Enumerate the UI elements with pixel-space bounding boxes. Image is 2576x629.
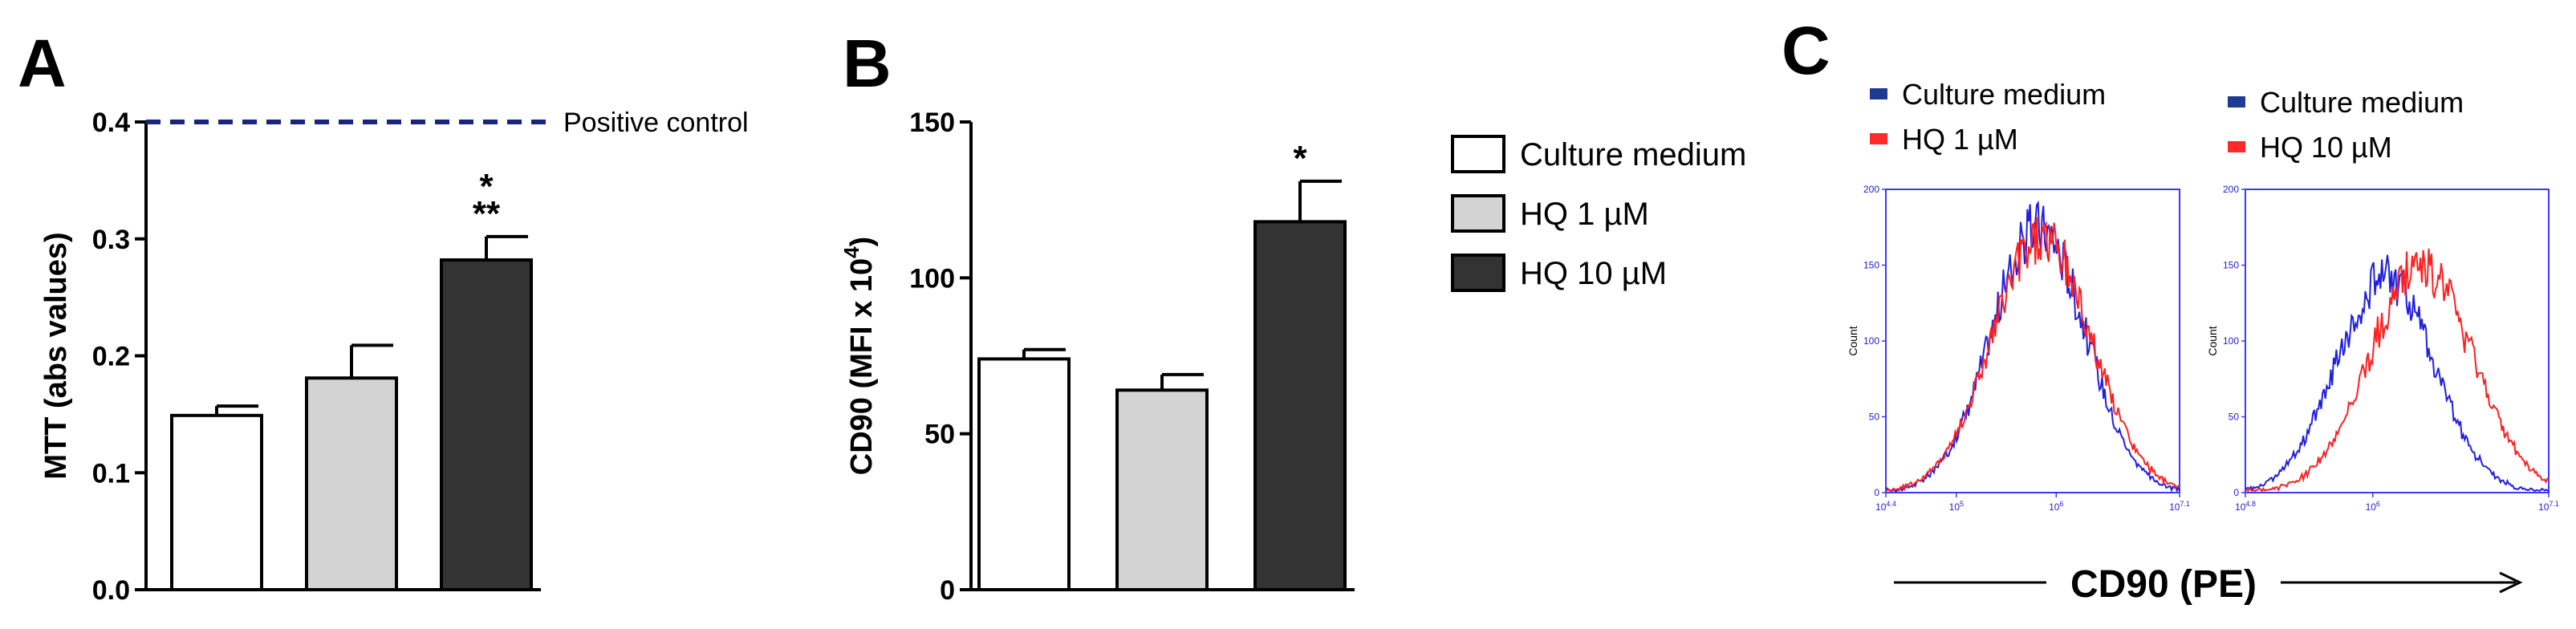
y-axis-title-end: ) xyxy=(845,237,879,247)
legend-swatch-3 xyxy=(1451,254,1505,292)
flow-y-tick-label: 50 xyxy=(1869,412,1880,423)
legend-swatch-1 xyxy=(1451,135,1505,173)
significance-mark: ** xyxy=(473,194,501,233)
flow-y-title: Count xyxy=(2206,326,2219,355)
flow-y-tick-label: 100 xyxy=(1863,335,1879,347)
flow-x-tick-exp: 6 xyxy=(2376,500,2380,508)
flow-y-title: Count xyxy=(1847,326,1859,355)
flow-x-tick-exp: 7.1 xyxy=(2180,500,2190,508)
flow-y-tick-label: 150 xyxy=(2223,260,2239,271)
flow-x-tick-label: 104.4 xyxy=(1875,500,1896,513)
y-tick-label: 50 xyxy=(924,420,955,450)
flow-y-tick-label: 0 xyxy=(2233,487,2239,498)
y-axis-title: MTT (abs values) xyxy=(39,232,73,479)
bar-2 xyxy=(1115,388,1209,591)
histogram-series-2 xyxy=(1885,217,2180,493)
panel-letter-a: A xyxy=(18,26,67,101)
y-tick-label: 0 xyxy=(940,575,955,606)
cd90-axis-title: CD90 (PE) xyxy=(2070,563,2257,606)
legend-label-1: Culture medium xyxy=(1520,137,1746,172)
flow-y-tick-label: 100 xyxy=(2223,335,2239,347)
panel-letter-c: C xyxy=(1782,13,1830,88)
y-tick-label: 0.0 xyxy=(92,575,130,606)
bar-1 xyxy=(170,413,263,592)
flow-x-tick-exp: 5 xyxy=(1960,500,1964,508)
flow-x-tick-exp: 4.4 xyxy=(1886,500,1896,508)
flow-y-tick-label: 50 xyxy=(2229,412,2240,423)
chart-a: 0.0 0.1 0.2 0.3 0.4 MTT (abs values) Positive … xyxy=(39,108,749,606)
flow-y-tick-label: 200 xyxy=(2223,184,2239,195)
flow-legend-label: Culture medium xyxy=(2260,86,2464,119)
flow-y-tick-label: 0 xyxy=(1874,487,1879,498)
positive-control-label: Positive control xyxy=(563,108,749,138)
y-tick-label: 0.4 xyxy=(92,108,130,138)
flow-x-tick-exp: 7.1 xyxy=(2549,500,2559,508)
histogram-series-2 xyxy=(2245,248,2550,493)
bar-3 xyxy=(1253,220,1347,591)
flow-legend-swatch xyxy=(2228,96,2245,108)
flow-legend-swatch xyxy=(1870,88,1887,99)
flow-legend-label: HQ 1 µM xyxy=(1902,123,2018,156)
flow-x-tick-label: 107.1 xyxy=(2169,500,2190,513)
bar-legend: Culture medium HQ 1 µM HQ 10 µM xyxy=(1451,135,1746,292)
histogram-series-1 xyxy=(2245,254,2550,493)
flow-legend-swatch xyxy=(1870,133,1887,144)
flow-legend-swatch xyxy=(2228,141,2245,152)
flow-x-tick-label: 104.8 xyxy=(2235,500,2256,513)
y-axis-title: CD90 (MFI x 104) xyxy=(839,237,879,475)
chart-b: 0 50 100 150 CD90 (MFI x 104) * xyxy=(839,108,1355,606)
flow-x-tick-label: 107.1 xyxy=(2538,500,2559,513)
flow-y-tick-label: 200 xyxy=(1863,184,1879,195)
y-axis-title-sup: 4 xyxy=(839,246,863,258)
flow-y-tick-label: 150 xyxy=(1863,260,1879,271)
y-tick-label: 150 xyxy=(909,108,955,138)
legend-label-2: HQ 1 µM xyxy=(1520,197,1649,232)
legend-label-3: HQ 10 µM xyxy=(1520,256,1667,291)
bar-2 xyxy=(305,376,398,591)
y-tick-label: 0.1 xyxy=(92,458,130,489)
significance-mark: * xyxy=(1293,139,1307,178)
flow-x-tick-exp: 6 xyxy=(2059,500,2063,508)
flow-legend-label: Culture medium xyxy=(1902,78,2106,111)
bar-1 xyxy=(977,357,1071,591)
histogram-series-1 xyxy=(1885,200,2180,493)
flow-x-tick-label: 106 xyxy=(2366,500,2380,513)
y-tick-label: 0.2 xyxy=(92,342,130,372)
flow-x-tick-exp: 4.8 xyxy=(2245,500,2256,508)
histogram-frame xyxy=(2245,189,2550,493)
panel-letter-b: B xyxy=(843,26,892,101)
flow-x-tick-label: 106 xyxy=(2049,500,2063,513)
bar-3 xyxy=(440,258,533,591)
legend-swatch-2 xyxy=(1451,194,1505,233)
y-tick-label: 0.3 xyxy=(92,225,130,255)
y-tick-label: 100 xyxy=(909,263,955,294)
flow-x-tick-label: 105 xyxy=(1949,500,1964,513)
flow-legend-label: HQ 10 µM xyxy=(2260,131,2392,164)
significance-mark: * xyxy=(479,167,494,206)
cd90-axis-arrowhead xyxy=(2499,571,2523,594)
